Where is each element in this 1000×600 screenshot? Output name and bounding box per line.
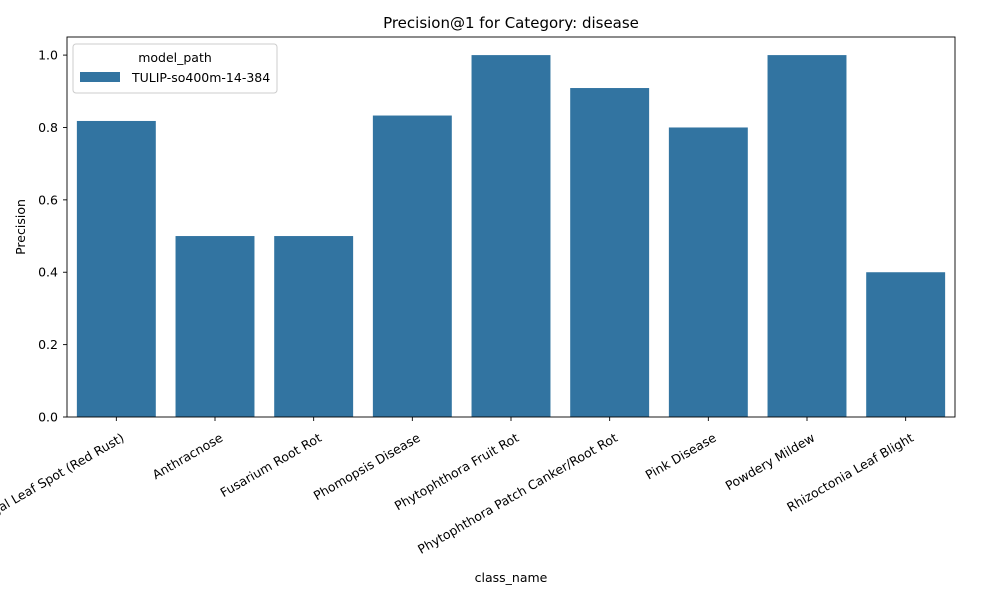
bars-group bbox=[76, 55, 946, 418]
bar bbox=[175, 236, 255, 417]
x-tick-label: Algal Leaf Spot (Red Rust) bbox=[0, 430, 127, 524]
chart-title: Precision@1 for Category: disease bbox=[383, 14, 639, 32]
plot-frame bbox=[66, 36, 956, 418]
x-axis-label: class_name bbox=[475, 570, 548, 585]
legend-entry-label: TULIP-so400m-14-384 bbox=[131, 70, 270, 85]
x-tick-label: Phytophthora Patch Canker/Root Rot bbox=[415, 430, 620, 557]
bar bbox=[274, 236, 354, 417]
bar bbox=[76, 120, 156, 417]
x-tick-label: Anthracnose bbox=[150, 430, 226, 483]
y-tick-label: 0.4 bbox=[38, 265, 58, 280]
x-axis-ticks: Algal Leaf Spot (Red Rust) AnthracnoseFus… bbox=[0, 417, 916, 557]
y-tick-label: 0.2 bbox=[38, 337, 58, 352]
bar bbox=[471, 55, 551, 417]
legend: model_path TULIP-so400m-14-384 bbox=[72, 43, 278, 94]
y-tick-label: 1.0 bbox=[38, 48, 58, 63]
x-tick-label: Pink Disease bbox=[643, 430, 719, 483]
bar bbox=[372, 115, 452, 418]
y-tick-label: 0.8 bbox=[38, 120, 58, 135]
y-axis-label: Precision bbox=[13, 199, 28, 255]
y-tick-label: 0.6 bbox=[38, 192, 58, 207]
y-tick-label: 0.0 bbox=[38, 410, 58, 425]
x-tick-label: Powdery Mildew bbox=[723, 430, 818, 493]
legend-swatch bbox=[80, 72, 120, 82]
bar bbox=[570, 88, 650, 418]
y-axis-ticks: 0.0 0.2 0.4 0.6 0.8 1.0 bbox=[38, 48, 67, 425]
bar bbox=[767, 55, 847, 417]
bar bbox=[866, 272, 946, 417]
x-tick-label: Fusarium Root Rot bbox=[218, 430, 325, 500]
legend-box bbox=[72, 43, 278, 94]
bar bbox=[668, 127, 748, 417]
legend-title: model_path bbox=[138, 50, 212, 65]
